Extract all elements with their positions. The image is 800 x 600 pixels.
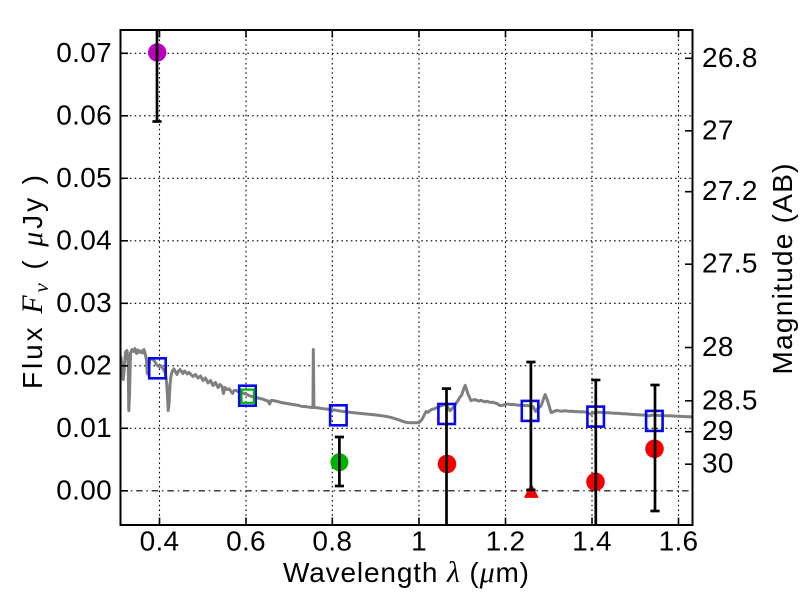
svg-text:1: 1 [411, 526, 427, 557]
svg-text:1.6: 1.6 [659, 526, 699, 557]
svg-text:0.04: 0.04 [56, 224, 112, 255]
svg-text:0.07: 0.07 [56, 37, 112, 68]
svg-text:28: 28 [702, 331, 734, 362]
svg-text:Wavelength λ (μm): Wavelength λ (μm) [283, 556, 529, 589]
svg-text:27.5: 27.5 [702, 248, 758, 279]
svg-text:1.4: 1.4 [572, 526, 612, 557]
svg-text:0.02: 0.02 [56, 349, 112, 380]
svg-text:Magnitude (AB): Magnitude (AB) [767, 164, 798, 375]
svg-text:27.2: 27.2 [702, 175, 758, 206]
svg-text:0.05: 0.05 [56, 162, 112, 193]
svg-text:0.01: 0.01 [56, 412, 112, 443]
svg-text:30: 30 [702, 448, 734, 479]
svg-text:1.2: 1.2 [486, 526, 526, 557]
svg-text:0.00: 0.00 [56, 474, 112, 505]
svg-text:26.8: 26.8 [702, 42, 758, 73]
svg-text:0.4: 0.4 [140, 526, 180, 557]
svg-text:0.06: 0.06 [56, 99, 112, 130]
svg-text:0.03: 0.03 [56, 287, 112, 318]
svg-text:0.6: 0.6 [226, 526, 266, 557]
svg-text:28.5: 28.5 [702, 384, 758, 415]
svg-text:0.8: 0.8 [312, 526, 352, 557]
svg-text:29: 29 [702, 415, 734, 446]
svg-text:27: 27 [702, 114, 734, 145]
